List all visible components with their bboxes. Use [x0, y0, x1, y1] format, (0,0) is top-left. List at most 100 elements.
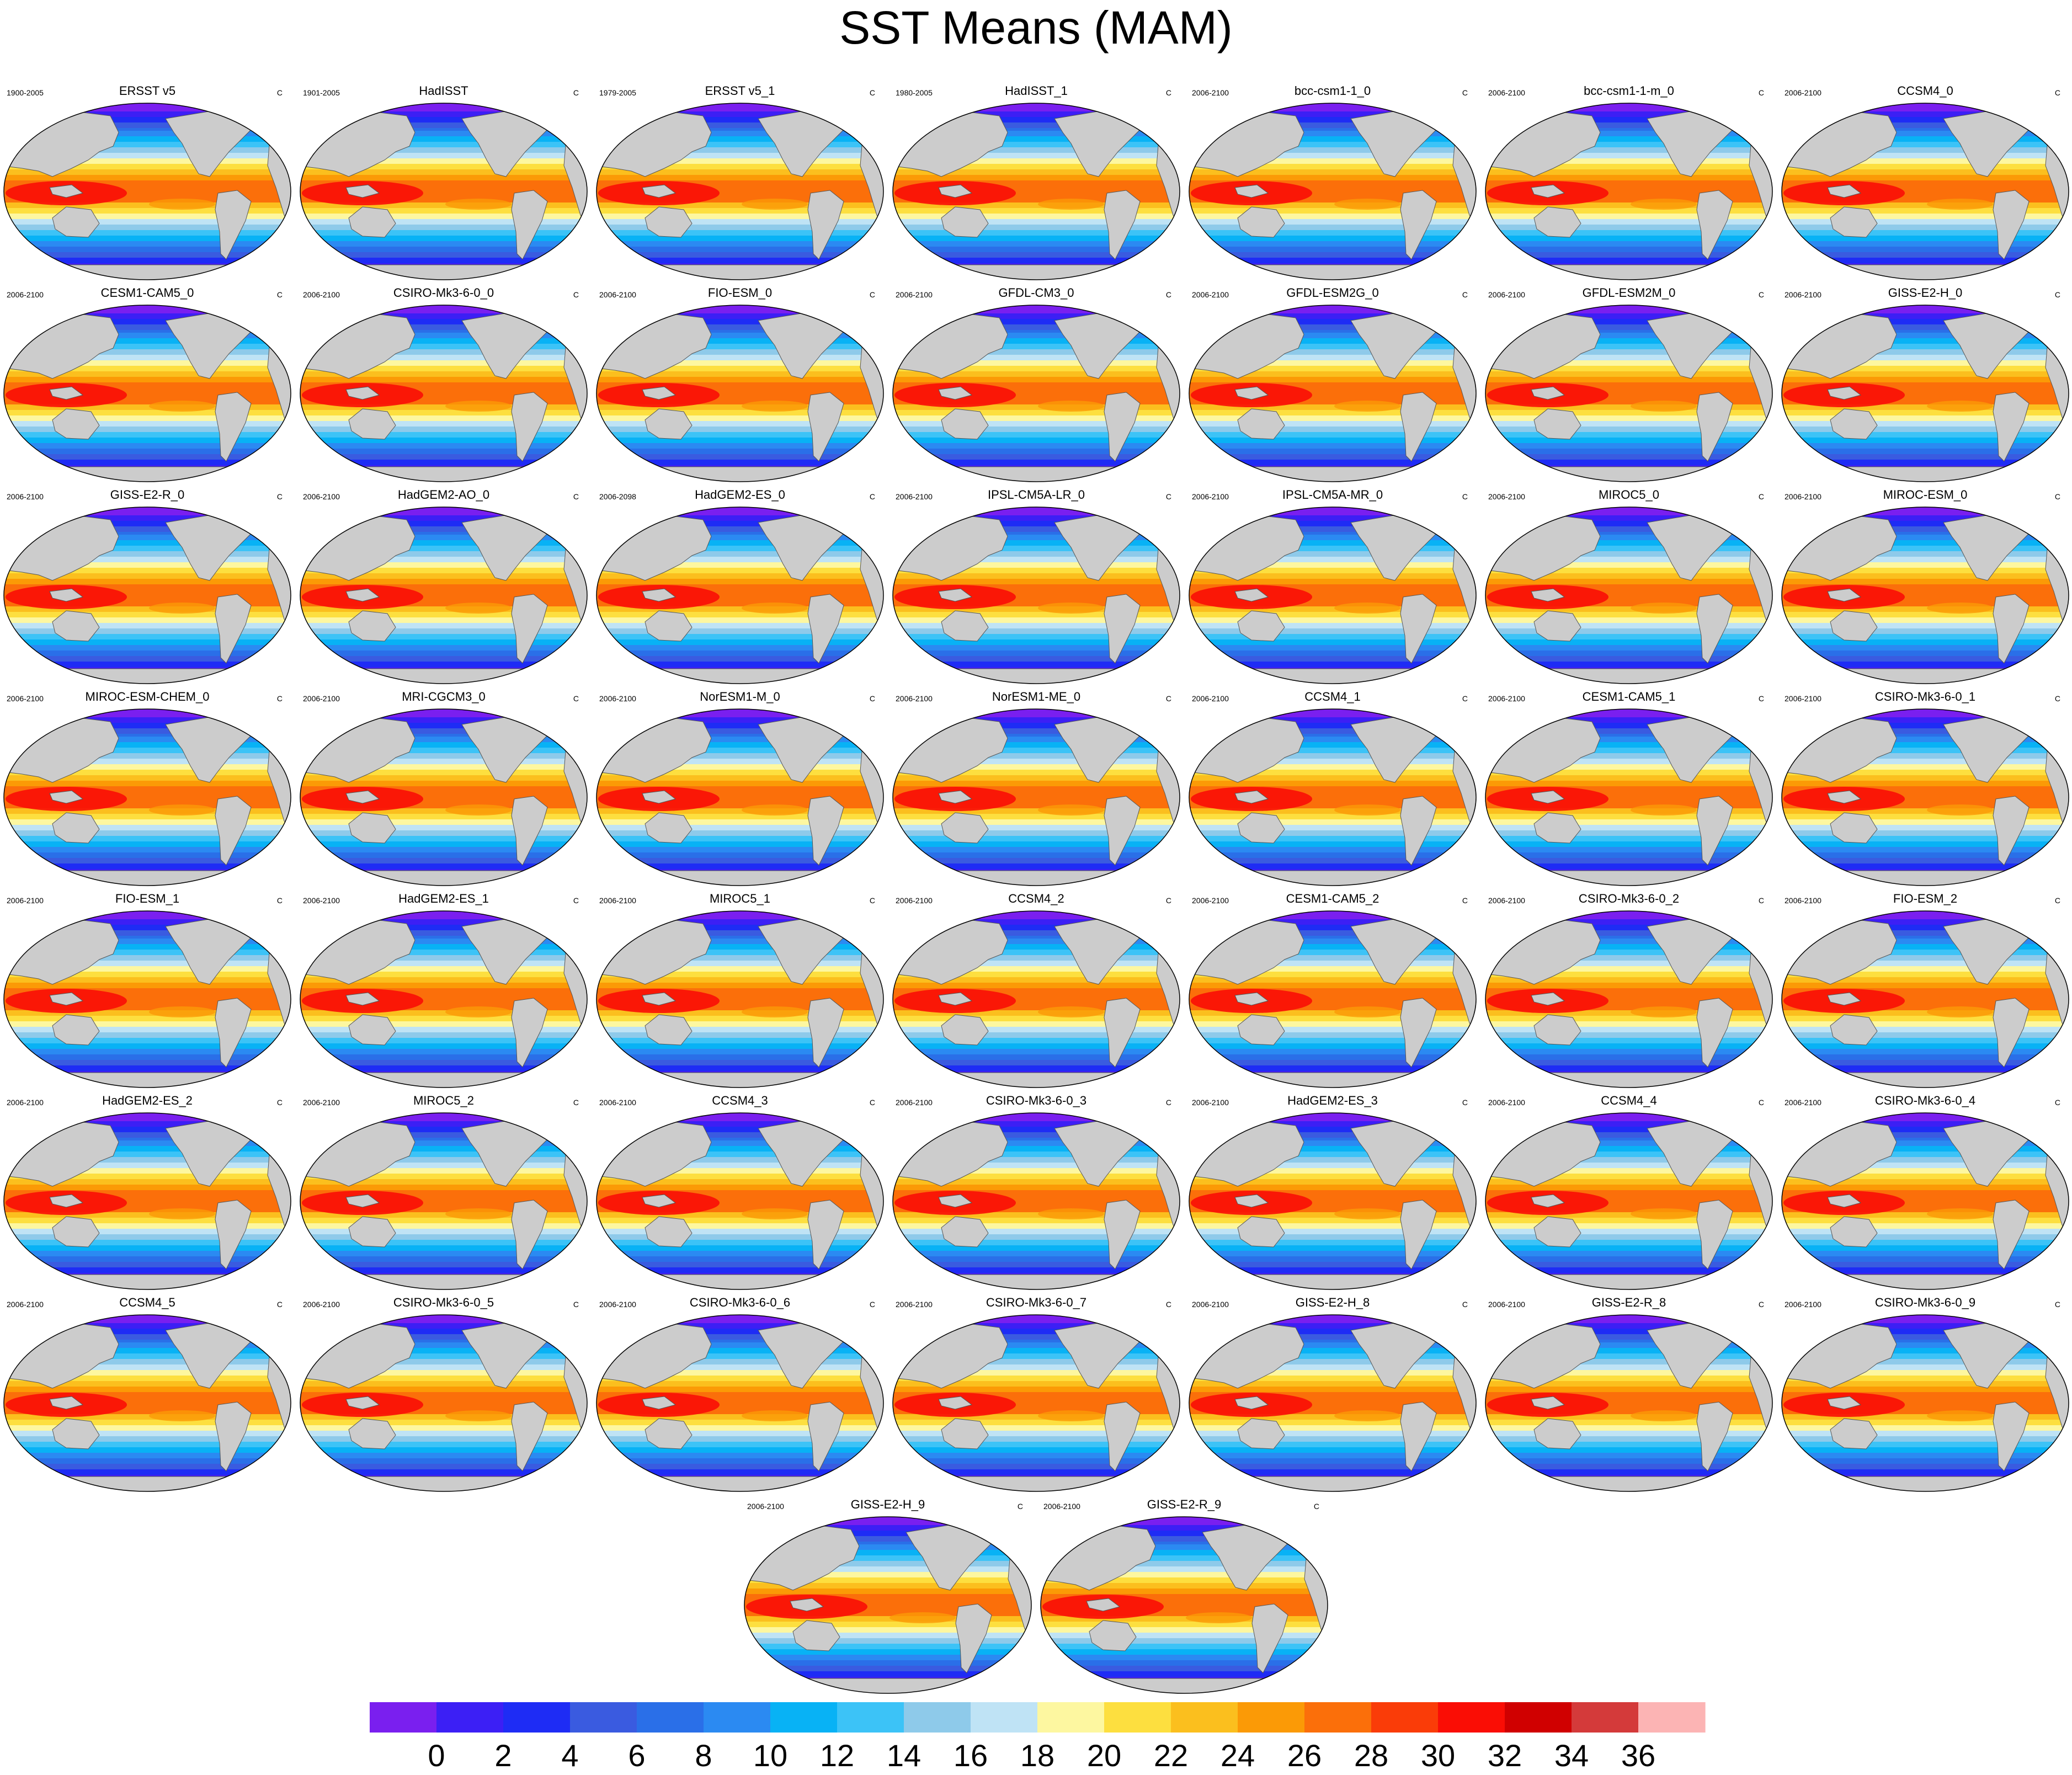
- sst-band: [744, 1569, 1031, 1573]
- sst-band: [1189, 1453, 1476, 1456]
- map-outline: [1781, 305, 2069, 482]
- sst-band: [300, 786, 587, 790]
- sst-band: [744, 1591, 1031, 1595]
- sst-band: [300, 737, 587, 740]
- sst-band: [1189, 609, 1476, 612]
- panel-period: 2006-2100: [7, 1300, 44, 1309]
- sst-band: [1041, 1630, 1328, 1633]
- sst-band: [1782, 1251, 2069, 1254]
- sst-band: [300, 1054, 587, 1058]
- map-outline: [300, 507, 588, 684]
- sst-band: [1485, 557, 1772, 560]
- sst-band: [893, 454, 1180, 457]
- sst-band: [596, 1387, 883, 1390]
- sst-band: [1485, 822, 1772, 825]
- panel-units: C: [276, 88, 283, 97]
- sst-band: [596, 950, 883, 953]
- panel-period: 2006-2100: [896, 290, 933, 299]
- map-panel: MIROC5_0 2006-2100 C: [1482, 487, 1776, 688]
- sst-band: [1782, 811, 2069, 814]
- sst-band: [300, 164, 587, 167]
- sst-band: [4, 1032, 291, 1036]
- sst-band: [893, 811, 1180, 814]
- sst-band: [1485, 1190, 1772, 1193]
- sst-band: [1189, 866, 1476, 870]
- sst-band: [1189, 1010, 1476, 1014]
- sst-band: [1782, 535, 2069, 538]
- land-mass: [4, 870, 291, 886]
- sst-band: [1189, 1403, 1476, 1406]
- sst-band: [300, 825, 587, 828]
- sst-band: [1041, 1520, 1328, 1523]
- sst-band: [596, 612, 883, 615]
- sst-band: [596, 202, 883, 206]
- sst-band: [893, 626, 1180, 629]
- sst-band: [1782, 1318, 2069, 1321]
- sst-band: [1485, 977, 1772, 980]
- sst-band: [893, 1331, 1180, 1335]
- sst-band: [1485, 388, 1772, 391]
- sst-band: [1485, 1422, 1772, 1426]
- land-mass: [941, 610, 989, 642]
- sst-band: [4, 712, 291, 715]
- sst-band: [596, 1248, 883, 1251]
- sst-band: [1189, 1262, 1476, 1265]
- sst-band: [596, 739, 883, 743]
- sst-band: [4, 1409, 291, 1412]
- cold-tongue: [1927, 1006, 1993, 1017]
- sst-band: [893, 153, 1180, 156]
- sst-band: [1782, 200, 2069, 203]
- sst-band: [893, 1472, 1180, 1475]
- sst-band: [1782, 1461, 2069, 1464]
- sst-band: [1189, 1370, 1476, 1373]
- sst-band: [300, 615, 587, 618]
- sst-band: [4, 593, 291, 596]
- map-panel: ERSST v5 1900-2005 C: [0, 83, 295, 284]
- sst-band: [1782, 797, 2069, 801]
- sst-band: [893, 122, 1180, 126]
- sst-band: [1782, 1152, 2069, 1155]
- map-outline: [3, 1112, 291, 1290]
- sst-band: [1782, 1041, 2069, 1044]
- sst-band: [1485, 1038, 1772, 1041]
- sst-band: [4, 252, 291, 255]
- sst-band: [893, 1035, 1180, 1038]
- sst-band: [596, 454, 883, 457]
- sst-band: [596, 1420, 883, 1423]
- sst-band: [1485, 1248, 1772, 1251]
- sst-band: [1485, 142, 1772, 145]
- sst-band: [596, 723, 883, 726]
- land-mass: [345, 1194, 380, 1208]
- panel-period: 2006-2100: [303, 492, 340, 501]
- sst-band: [1782, 1351, 2069, 1354]
- sst-band: [1782, 753, 2069, 756]
- sst-band: [893, 161, 1180, 164]
- sst-band: [596, 521, 883, 524]
- map-outline: [1485, 910, 1773, 1088]
- sst-band: [1782, 438, 2069, 441]
- land-mass: [893, 1476, 1180, 1491]
- sst-band: [300, 1190, 587, 1193]
- sst-band: [4, 651, 291, 654]
- panel-title: bcc-csm1-1_0: [1294, 84, 1371, 98]
- sst-band: [1189, 1129, 1476, 1133]
- sst-band: [4, 1444, 291, 1448]
- sst-band: [596, 767, 883, 770]
- panel-units: C: [1462, 896, 1468, 905]
- sst-band: [300, 324, 587, 328]
- sst-band: [300, 429, 587, 433]
- sst-band: [596, 1425, 883, 1428]
- sst-band: [1189, 1464, 1476, 1467]
- sst-band: [1041, 1646, 1328, 1650]
- sst-band: [1782, 156, 2069, 159]
- sst-band: [1485, 440, 1772, 444]
- land-mass: [644, 408, 693, 440]
- sst-band: [1485, 1146, 1772, 1149]
- sst-band: [893, 1237, 1180, 1240]
- sst-map: [3, 910, 291, 1088]
- panel-units: C: [1758, 88, 1764, 97]
- land-mass: [1827, 790, 1862, 804]
- sst-band: [1189, 1019, 1476, 1022]
- sst-band: [300, 418, 587, 422]
- sst-band: [1782, 728, 2069, 732]
